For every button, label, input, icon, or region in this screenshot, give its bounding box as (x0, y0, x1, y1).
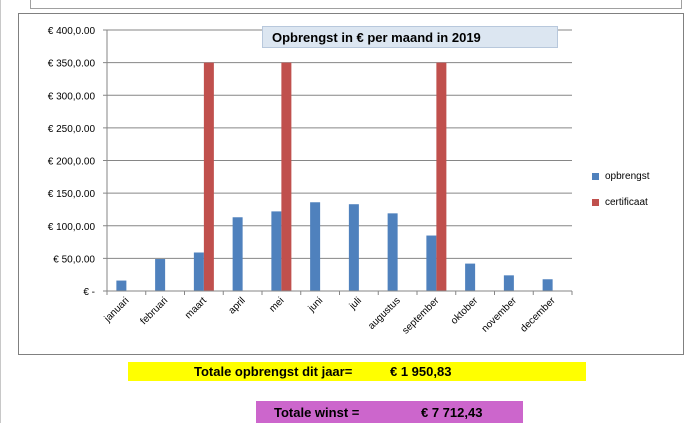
x-tick-label-januari: januari (102, 295, 132, 325)
total-revenue-value: € 1 950,83 (390, 364, 452, 379)
x-tick-label-augustus: augustus (366, 295, 402, 331)
x-tick-label-maart: maart (183, 295, 209, 321)
chart-title: Opbrengst in € per maand in 2019 (262, 26, 558, 48)
legend-label-certificaat: certificaat (605, 196, 648, 208)
x-axis-ticks: januari februari maart april mei juni juli augu… (102, 291, 573, 337)
legend-label-opbrengst: opbrengst (605, 170, 650, 182)
y-tick-label-2: € 100,0.00 (48, 222, 96, 233)
y-tick-label-1: € 50,0.00 (53, 254, 95, 265)
x-tick-label-februari: februari (138, 295, 170, 327)
bar-opbrengst-september (426, 235, 437, 291)
bar-opbrengst-januari (116, 280, 127, 291)
total-profit-value: € 7 712,43 (421, 404, 483, 420)
x-tick-label-september: september (400, 295, 442, 337)
x-tick-label-oktober: oktober (449, 295, 481, 327)
bar-opbrengst-oktober (465, 263, 476, 291)
y-tick-label-7: € 350,0.00 (48, 59, 96, 70)
x-tick-label-juli: juli (347, 295, 364, 312)
sheet-gridline (0, 0, 1, 423)
bar-certificaat-maart (203, 62, 214, 291)
x-tick-label-april: april (227, 295, 248, 316)
x-tick-label-november: november (480, 295, 520, 335)
bar-opbrengst-februari (155, 259, 166, 291)
y-tick-label-4: € 200,0.00 (48, 157, 96, 168)
bar-opbrengst-november (503, 275, 514, 291)
total-profit-label: Totale winst = (274, 404, 360, 420)
y-tick-label-0: € - (83, 287, 95, 298)
bar-opbrengst-juli (348, 204, 359, 291)
gridlines (107, 29, 572, 259)
bar-opbrengst-mei (271, 211, 282, 291)
y-tick-label-8: € 400,0.00 (48, 26, 96, 37)
y-axis-ticks: € - € 50,0.00 € 100,0.00 € 150,0.00 € 200,0.… (48, 26, 107, 298)
x-tick-label-juni: juni (306, 295, 326, 315)
bar-opbrengst-december (542, 279, 553, 291)
bar-opbrengst-augustus (387, 213, 398, 291)
total-revenue-cell[interactable]: Totale opbrengst dit jaar= € 1 950,83 (128, 362, 586, 381)
y-tick-label-5: € 250,0.00 (48, 124, 96, 135)
legend-swatch-opbrengst (592, 172, 599, 180)
legend-item-certificaat: certificaat (592, 194, 649, 210)
y-tick-label-6: € 300,0.00 (48, 91, 96, 102)
total-profit-cell[interactable]: Totale winst = € 7 712,43 (256, 401, 523, 423)
bar-opbrengst-maart (193, 252, 204, 291)
total-revenue-label: Totale opbrengst dit jaar= (194, 364, 353, 379)
legend-swatch-certificaat (592, 198, 599, 206)
sheet-cell-border (30, 0, 682, 9)
bar-opbrengst-april (232, 217, 243, 291)
chart-legend: opbrengst certificaat (592, 168, 649, 220)
bar-opbrengst-juni (310, 202, 321, 291)
x-tick-label-mei: mei (267, 295, 286, 314)
x-tick-label-december: december (519, 295, 559, 335)
y-tick-label-3: € 150,0.00 (48, 189, 96, 200)
axes (106, 30, 572, 292)
bar-certificaat-mei (281, 62, 292, 291)
legend-item-opbrengst: opbrengst (592, 168, 649, 184)
bar-certificaat-september (436, 62, 447, 291)
chart-area[interactable] (18, 13, 684, 355)
bars (116, 62, 553, 291)
